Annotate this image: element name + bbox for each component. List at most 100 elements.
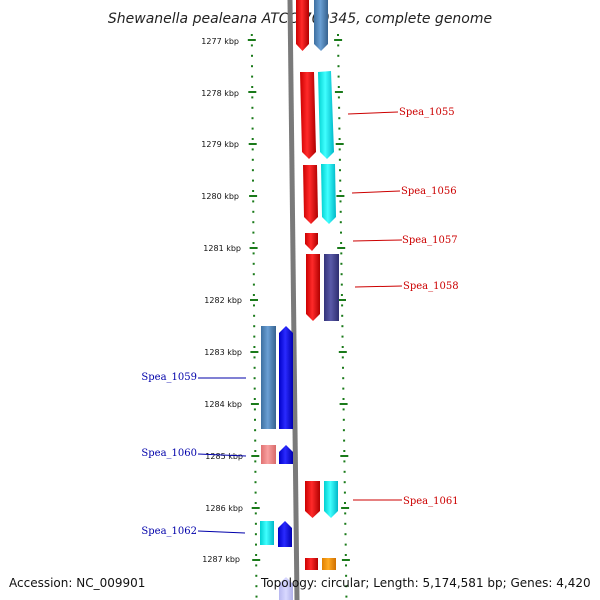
boundary-dot xyxy=(253,398,256,400)
boundary-dot xyxy=(253,356,256,359)
boundary-dot xyxy=(252,294,255,296)
leader-spea-1058 xyxy=(354,285,403,288)
boundary-dot xyxy=(337,96,340,99)
boundary-dot xyxy=(343,470,346,473)
boundary-dot xyxy=(254,460,257,463)
gene-feature-red-top[interactable] xyxy=(296,0,309,51)
tick-label: 1281 kbp xyxy=(203,244,241,253)
gene-feature-spea-1062-cyan[interactable] xyxy=(260,521,274,545)
leader-spea-1057 xyxy=(352,239,403,242)
tick-label: 1283 kbp xyxy=(204,348,242,357)
boundary-dot xyxy=(254,491,257,494)
boundary-dot xyxy=(341,325,344,328)
boundary-dot xyxy=(337,86,340,88)
boundary-dot xyxy=(254,522,257,525)
ruler-labels: 1277 kbp 1278 kbp 1279 kbp 1280 kbp 1281… xyxy=(201,37,243,564)
boundary-dot xyxy=(338,158,341,161)
gene-feature-lavender-bottom[interactable] xyxy=(279,577,293,600)
left-track-boundary xyxy=(250,34,258,598)
gene-feature-red-bottom[interactable] xyxy=(305,558,318,570)
gene-label-spea-1062[interactable]: Spea_1062 xyxy=(141,526,197,537)
gene-feature-spea-1061-red[interactable] xyxy=(305,481,320,518)
gene-label-spea-1057[interactable]: Spea_1057 xyxy=(402,235,458,246)
gene-label-leaders xyxy=(197,111,403,534)
boundary-dot xyxy=(341,314,344,317)
boundary-dot xyxy=(342,408,345,411)
boundary-dot xyxy=(344,502,346,504)
gene-feature-spea-1060-pink[interactable] xyxy=(261,445,276,464)
gene-feature-spea-1058-red[interactable] xyxy=(306,254,320,321)
tick-label: 1285 kbp xyxy=(205,452,243,461)
boundary-dot xyxy=(255,564,258,567)
genome-backbone xyxy=(287,0,300,600)
boundary-dot xyxy=(343,450,346,452)
boundary-dot xyxy=(342,387,345,390)
gene-label-spea-1061[interactable]: Spea_1061 xyxy=(403,496,459,507)
tick-label: 1279 kbp xyxy=(201,140,239,149)
gene-feature-spea-1056-red[interactable] xyxy=(303,165,318,224)
boundary-dot xyxy=(251,65,253,68)
boundary-dot xyxy=(345,574,348,577)
boundary-dot xyxy=(254,450,257,452)
gene-feature-spea-1056-cyan[interactable] xyxy=(321,164,336,224)
boundary-dot xyxy=(340,294,343,296)
boundary-dot xyxy=(252,283,255,286)
gene-labels: Spea_1055 Spea_1056 Spea_1057 Spea_1058 … xyxy=(141,107,458,537)
gene-label-spea-1058[interactable]: Spea_1058 xyxy=(403,281,459,292)
boundary-dot xyxy=(338,106,341,109)
boundary-dot xyxy=(254,533,257,536)
gene-feature-steel-top[interactable] xyxy=(314,0,328,51)
boundary-dot xyxy=(341,335,344,338)
gene-label-spea-1059[interactable]: Spea_1059 xyxy=(141,372,197,383)
tick-label: 1277 kbp xyxy=(201,37,239,46)
boundary-dot xyxy=(252,242,255,244)
ruler-ticks xyxy=(247,39,350,561)
track-boundaries xyxy=(250,34,348,598)
boundary-dot xyxy=(342,418,345,421)
gene-feature-spea-1060-blue[interactable] xyxy=(279,445,293,464)
gene-feature-spea-1059-steel[interactable] xyxy=(261,326,276,429)
boundary-dot xyxy=(250,34,253,36)
gene-feature-spea-1059-blue[interactable] xyxy=(279,326,293,429)
boundary-dot xyxy=(341,304,344,307)
boundary-dot xyxy=(339,169,341,172)
boundary-dot xyxy=(253,387,256,390)
boundary-dot xyxy=(340,252,343,255)
boundary-dot xyxy=(343,460,346,463)
gene-feature-orange-bottom[interactable] xyxy=(322,558,336,570)
boundary-dot xyxy=(254,481,257,484)
tick-label: 1280 kbp xyxy=(201,192,239,201)
boundary-dot xyxy=(343,481,346,484)
boundary-dot xyxy=(253,377,256,380)
boundary-dot xyxy=(338,148,341,151)
boundary-dot xyxy=(254,418,256,421)
gene-feature-spea-1062-blue[interactable] xyxy=(278,521,292,547)
boundary-dot xyxy=(255,543,257,546)
boundary-dot xyxy=(254,470,257,473)
boundary-dot xyxy=(255,574,258,577)
boundary-dot xyxy=(253,346,256,348)
boundary-dot xyxy=(345,585,348,588)
boundary-dot xyxy=(343,439,346,442)
boundary-dot xyxy=(254,429,257,432)
boundary-dot xyxy=(337,65,340,68)
boundary-dot xyxy=(252,221,255,224)
gene-feature-spea-1055-red[interactable] xyxy=(300,72,316,159)
gene-feature-spea-1055-cyan[interactable] xyxy=(318,71,334,159)
gene-label-spea-1055[interactable]: Spea_1055 xyxy=(399,107,455,118)
boundary-dot xyxy=(253,408,256,411)
gene-feature-spea-1057-red[interactable] xyxy=(305,233,318,251)
boundary-dot xyxy=(338,138,341,140)
boundary-dot xyxy=(255,554,258,556)
right-track-boundary xyxy=(337,34,348,598)
boundary-dot xyxy=(251,127,254,130)
gene-feature-spea-1061-cyan[interactable] xyxy=(324,481,338,518)
gene-feature-spea-1058-indigo[interactable] xyxy=(324,254,339,321)
tick-label: 1287 kbp xyxy=(202,555,240,564)
boundary-dot xyxy=(344,554,347,556)
boundary-dot xyxy=(253,325,256,328)
boundary-dot xyxy=(339,200,342,203)
boundary-dot xyxy=(341,346,344,348)
gene-label-spea-1060[interactable]: Spea_1060 xyxy=(141,448,197,459)
gene-label-spea-1056[interactable]: Spea_1056 xyxy=(401,186,457,197)
